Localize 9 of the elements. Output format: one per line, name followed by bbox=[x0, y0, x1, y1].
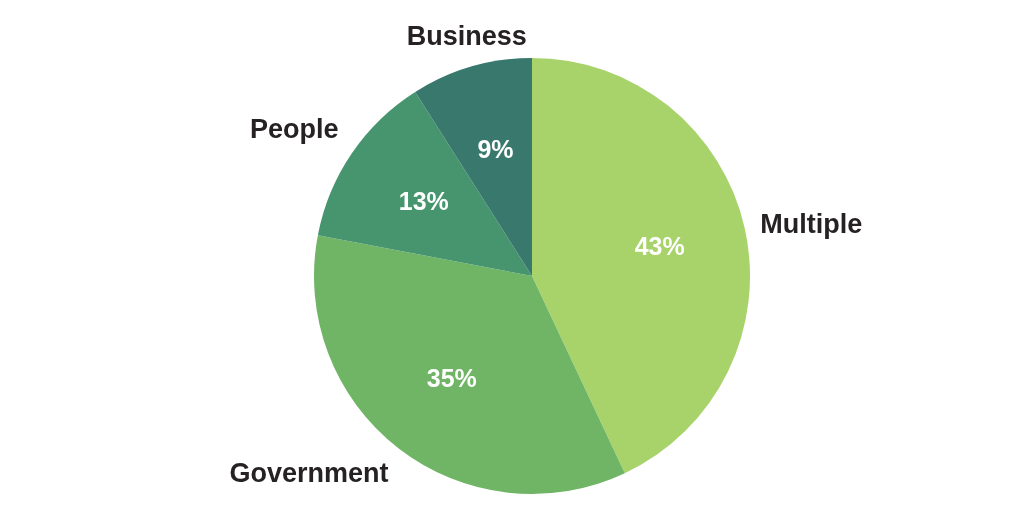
slice-label: Government bbox=[229, 457, 389, 488]
data-label: 43% bbox=[634, 232, 685, 261]
data-label: 9% bbox=[477, 135, 514, 164]
slice-label: Business bbox=[406, 21, 527, 52]
slice-label: People bbox=[249, 114, 339, 145]
data-label: 13% bbox=[398, 187, 449, 216]
pie-slice bbox=[532, 58, 750, 474]
data-label: 35% bbox=[426, 364, 477, 393]
slice-label: Multiple bbox=[760, 208, 863, 239]
